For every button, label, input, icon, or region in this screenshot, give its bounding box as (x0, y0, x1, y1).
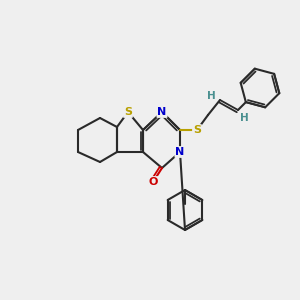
Text: S: S (124, 107, 132, 117)
Text: N: N (176, 147, 184, 157)
Text: O: O (148, 177, 158, 187)
Text: S: S (193, 125, 201, 135)
Text: H: H (240, 113, 248, 123)
Text: H: H (207, 91, 215, 101)
Text: N: N (158, 107, 166, 117)
